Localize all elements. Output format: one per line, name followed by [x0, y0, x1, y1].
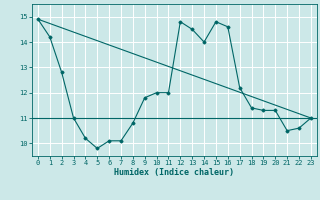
X-axis label: Humidex (Indice chaleur): Humidex (Indice chaleur) [115, 168, 234, 177]
